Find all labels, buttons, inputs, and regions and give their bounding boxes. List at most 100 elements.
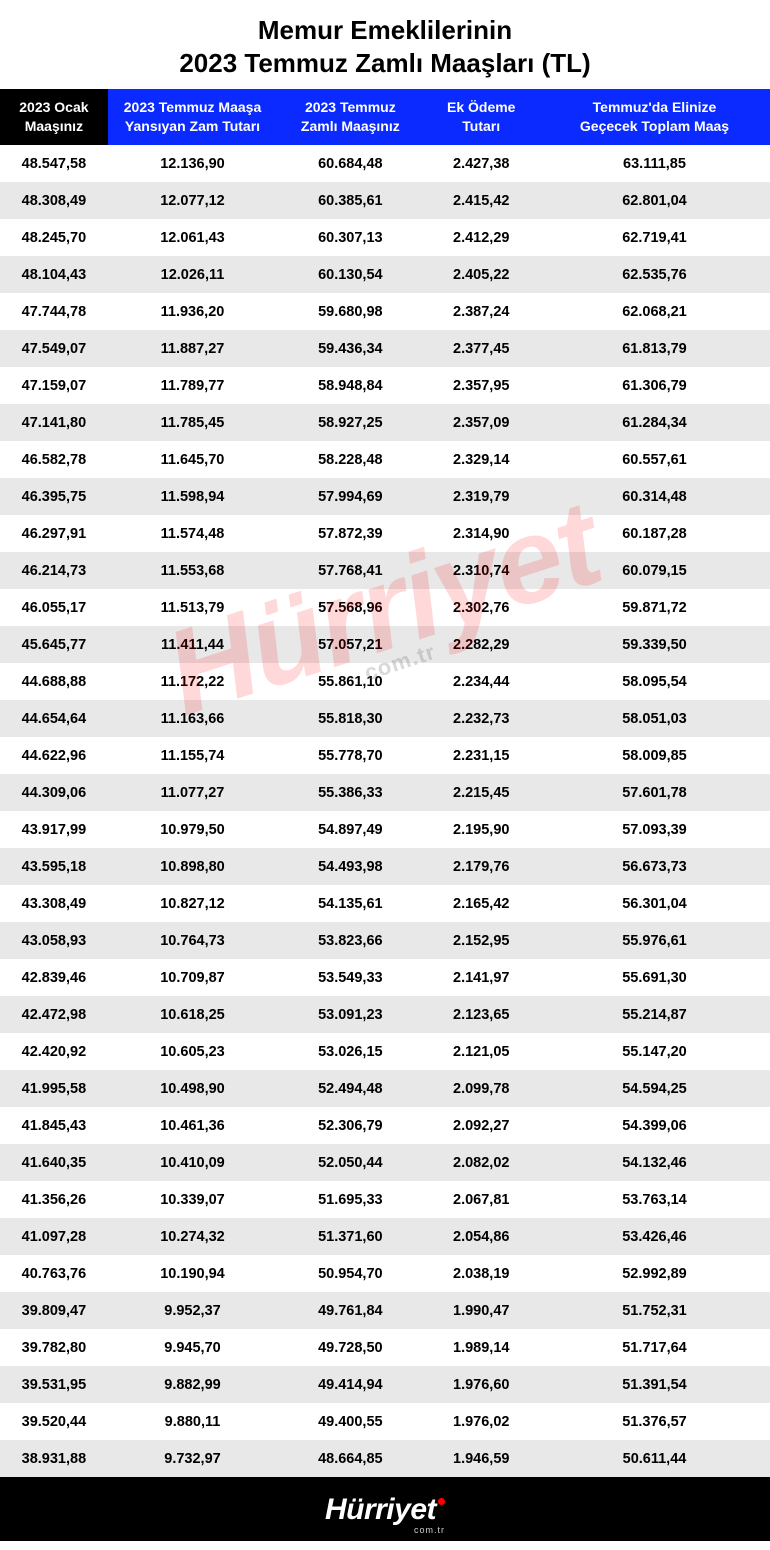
col-header-l2: Zamlı Maaşınız bbox=[281, 117, 419, 136]
cell: 2.377,45 bbox=[423, 330, 539, 367]
cell: 10.498,90 bbox=[108, 1070, 277, 1107]
cell: 10.339,07 bbox=[108, 1181, 277, 1218]
cell: 2.405,22 bbox=[423, 256, 539, 293]
col-header-4: Temmuz'da ElinizeGeçecek Toplam Maaş bbox=[539, 89, 770, 145]
cell: 62.719,41 bbox=[539, 219, 770, 256]
cell: 62.801,04 bbox=[539, 182, 770, 219]
cell: 60.187,28 bbox=[539, 515, 770, 552]
cell: 1.990,47 bbox=[423, 1292, 539, 1329]
cell: 39.809,47 bbox=[0, 1292, 108, 1329]
cell: 2.282,29 bbox=[423, 626, 539, 663]
cell: 12.026,11 bbox=[108, 256, 277, 293]
cell: 11.077,27 bbox=[108, 774, 277, 811]
title-line1: Memur Emeklilerinin bbox=[10, 14, 760, 47]
cell: 11.645,70 bbox=[108, 441, 277, 478]
cell: 2.141,97 bbox=[423, 959, 539, 996]
cell: 2.231,15 bbox=[423, 737, 539, 774]
cell: 49.761,84 bbox=[277, 1292, 423, 1329]
footer-logo: Hürriyet com.tr bbox=[325, 1493, 445, 1535]
cell: 59.436,34 bbox=[277, 330, 423, 367]
cell: 54.135,61 bbox=[277, 885, 423, 922]
cell: 55.976,61 bbox=[539, 922, 770, 959]
table-row: 38.931,889.732,9748.664,851.946,5950.611… bbox=[0, 1440, 770, 1477]
cell: 12.136,90 bbox=[108, 145, 277, 182]
table-row: 40.763,7610.190,9450.954,702.038,1952.99… bbox=[0, 1255, 770, 1292]
cell: 47.141,80 bbox=[0, 404, 108, 441]
cell: 11.789,77 bbox=[108, 367, 277, 404]
col-header-l2: Yansıyan Zam Tutarı bbox=[112, 117, 273, 136]
cell: 11.553,68 bbox=[108, 552, 277, 589]
cell: 39.782,80 bbox=[0, 1329, 108, 1366]
cell: 53.823,66 bbox=[277, 922, 423, 959]
cell: 59.871,72 bbox=[539, 589, 770, 626]
cell: 53.763,14 bbox=[539, 1181, 770, 1218]
cell: 2.232,73 bbox=[423, 700, 539, 737]
cell: 58.051,03 bbox=[539, 700, 770, 737]
footer: Hürriyet com.tr bbox=[0, 1477, 770, 1541]
table-row: 41.356,2610.339,0751.695,332.067,8153.76… bbox=[0, 1181, 770, 1218]
cell: 10.764,73 bbox=[108, 922, 277, 959]
cell: 2.302,76 bbox=[423, 589, 539, 626]
cell: 39.520,44 bbox=[0, 1403, 108, 1440]
cell: 11.513,79 bbox=[108, 589, 277, 626]
cell: 58.927,25 bbox=[277, 404, 423, 441]
cell: 11.155,74 bbox=[108, 737, 277, 774]
cell: 55.778,70 bbox=[277, 737, 423, 774]
cell: 49.414,94 bbox=[277, 1366, 423, 1403]
cell: 43.058,93 bbox=[0, 922, 108, 959]
cell: 1.976,60 bbox=[423, 1366, 539, 1403]
cell: 48.664,85 bbox=[277, 1440, 423, 1477]
table-row: 48.245,7012.061,4360.307,132.412,2962.71… bbox=[0, 219, 770, 256]
cell: 42.839,46 bbox=[0, 959, 108, 996]
col-header-l1: Temmuz'da Elinize bbox=[543, 98, 766, 117]
cell: 2.357,09 bbox=[423, 404, 539, 441]
cell: 53.091,23 bbox=[277, 996, 423, 1033]
cell: 51.391,54 bbox=[539, 1366, 770, 1403]
table-header: 2023 OcakMaaşınız2023 Temmuz MaaşaYansıy… bbox=[0, 89, 770, 145]
cell: 54.594,25 bbox=[539, 1070, 770, 1107]
cell: 51.695,33 bbox=[277, 1181, 423, 1218]
table-row: 48.104,4312.026,1160.130,542.405,2262.53… bbox=[0, 256, 770, 293]
table-row: 46.214,7311.553,6857.768,412.310,7460.07… bbox=[0, 552, 770, 589]
cell: 55.214,87 bbox=[539, 996, 770, 1033]
col-header-0: 2023 OcakMaaşınız bbox=[0, 89, 108, 145]
cell: 54.897,49 bbox=[277, 811, 423, 848]
cell: 2.215,45 bbox=[423, 774, 539, 811]
cell: 52.306,79 bbox=[277, 1107, 423, 1144]
cell: 62.068,21 bbox=[539, 293, 770, 330]
table-row: 47.549,0711.887,2759.436,342.377,4561.81… bbox=[0, 330, 770, 367]
cell: 2.054,86 bbox=[423, 1218, 539, 1255]
col-header-2: 2023 TemmuzZamlı Maaşınız bbox=[277, 89, 423, 145]
cell: 11.785,45 bbox=[108, 404, 277, 441]
table-row: 47.744,7811.936,2059.680,982.387,2462.06… bbox=[0, 293, 770, 330]
col-header-3: Ek ÖdemeTutarı bbox=[423, 89, 539, 145]
cell: 58.948,84 bbox=[277, 367, 423, 404]
col-header-l2: Maaşınız bbox=[4, 117, 104, 136]
cell: 57.768,41 bbox=[277, 552, 423, 589]
cell: 47.744,78 bbox=[0, 293, 108, 330]
cell: 57.872,39 bbox=[277, 515, 423, 552]
col-header-l1: Ek Ödeme bbox=[427, 98, 535, 117]
table-row: 46.055,1711.513,7957.568,962.302,7659.87… bbox=[0, 589, 770, 626]
cell: 59.339,50 bbox=[539, 626, 770, 663]
cell: 2.195,90 bbox=[423, 811, 539, 848]
table-row: 44.309,0611.077,2755.386,332.215,4557.60… bbox=[0, 774, 770, 811]
table-row: 43.595,1810.898,8054.493,982.179,7656.67… bbox=[0, 848, 770, 885]
cell: 11.411,44 bbox=[108, 626, 277, 663]
cell: 11.887,27 bbox=[108, 330, 277, 367]
cell: 61.813,79 bbox=[539, 330, 770, 367]
cell: 41.097,28 bbox=[0, 1218, 108, 1255]
cell: 1.976,02 bbox=[423, 1403, 539, 1440]
cell: 52.494,48 bbox=[277, 1070, 423, 1107]
cell: 54.493,98 bbox=[277, 848, 423, 885]
cell: 61.284,34 bbox=[539, 404, 770, 441]
col-header-l1: 2023 Temmuz bbox=[281, 98, 419, 117]
cell: 57.601,78 bbox=[539, 774, 770, 811]
cell: 56.301,04 bbox=[539, 885, 770, 922]
cell: 58.009,85 bbox=[539, 737, 770, 774]
cell: 9.882,99 bbox=[108, 1366, 277, 1403]
cell: 46.297,91 bbox=[0, 515, 108, 552]
cell: 2.038,19 bbox=[423, 1255, 539, 1292]
salary-table: 2023 OcakMaaşınız2023 Temmuz MaaşaYansıy… bbox=[0, 89, 770, 1477]
cell: 60.557,61 bbox=[539, 441, 770, 478]
